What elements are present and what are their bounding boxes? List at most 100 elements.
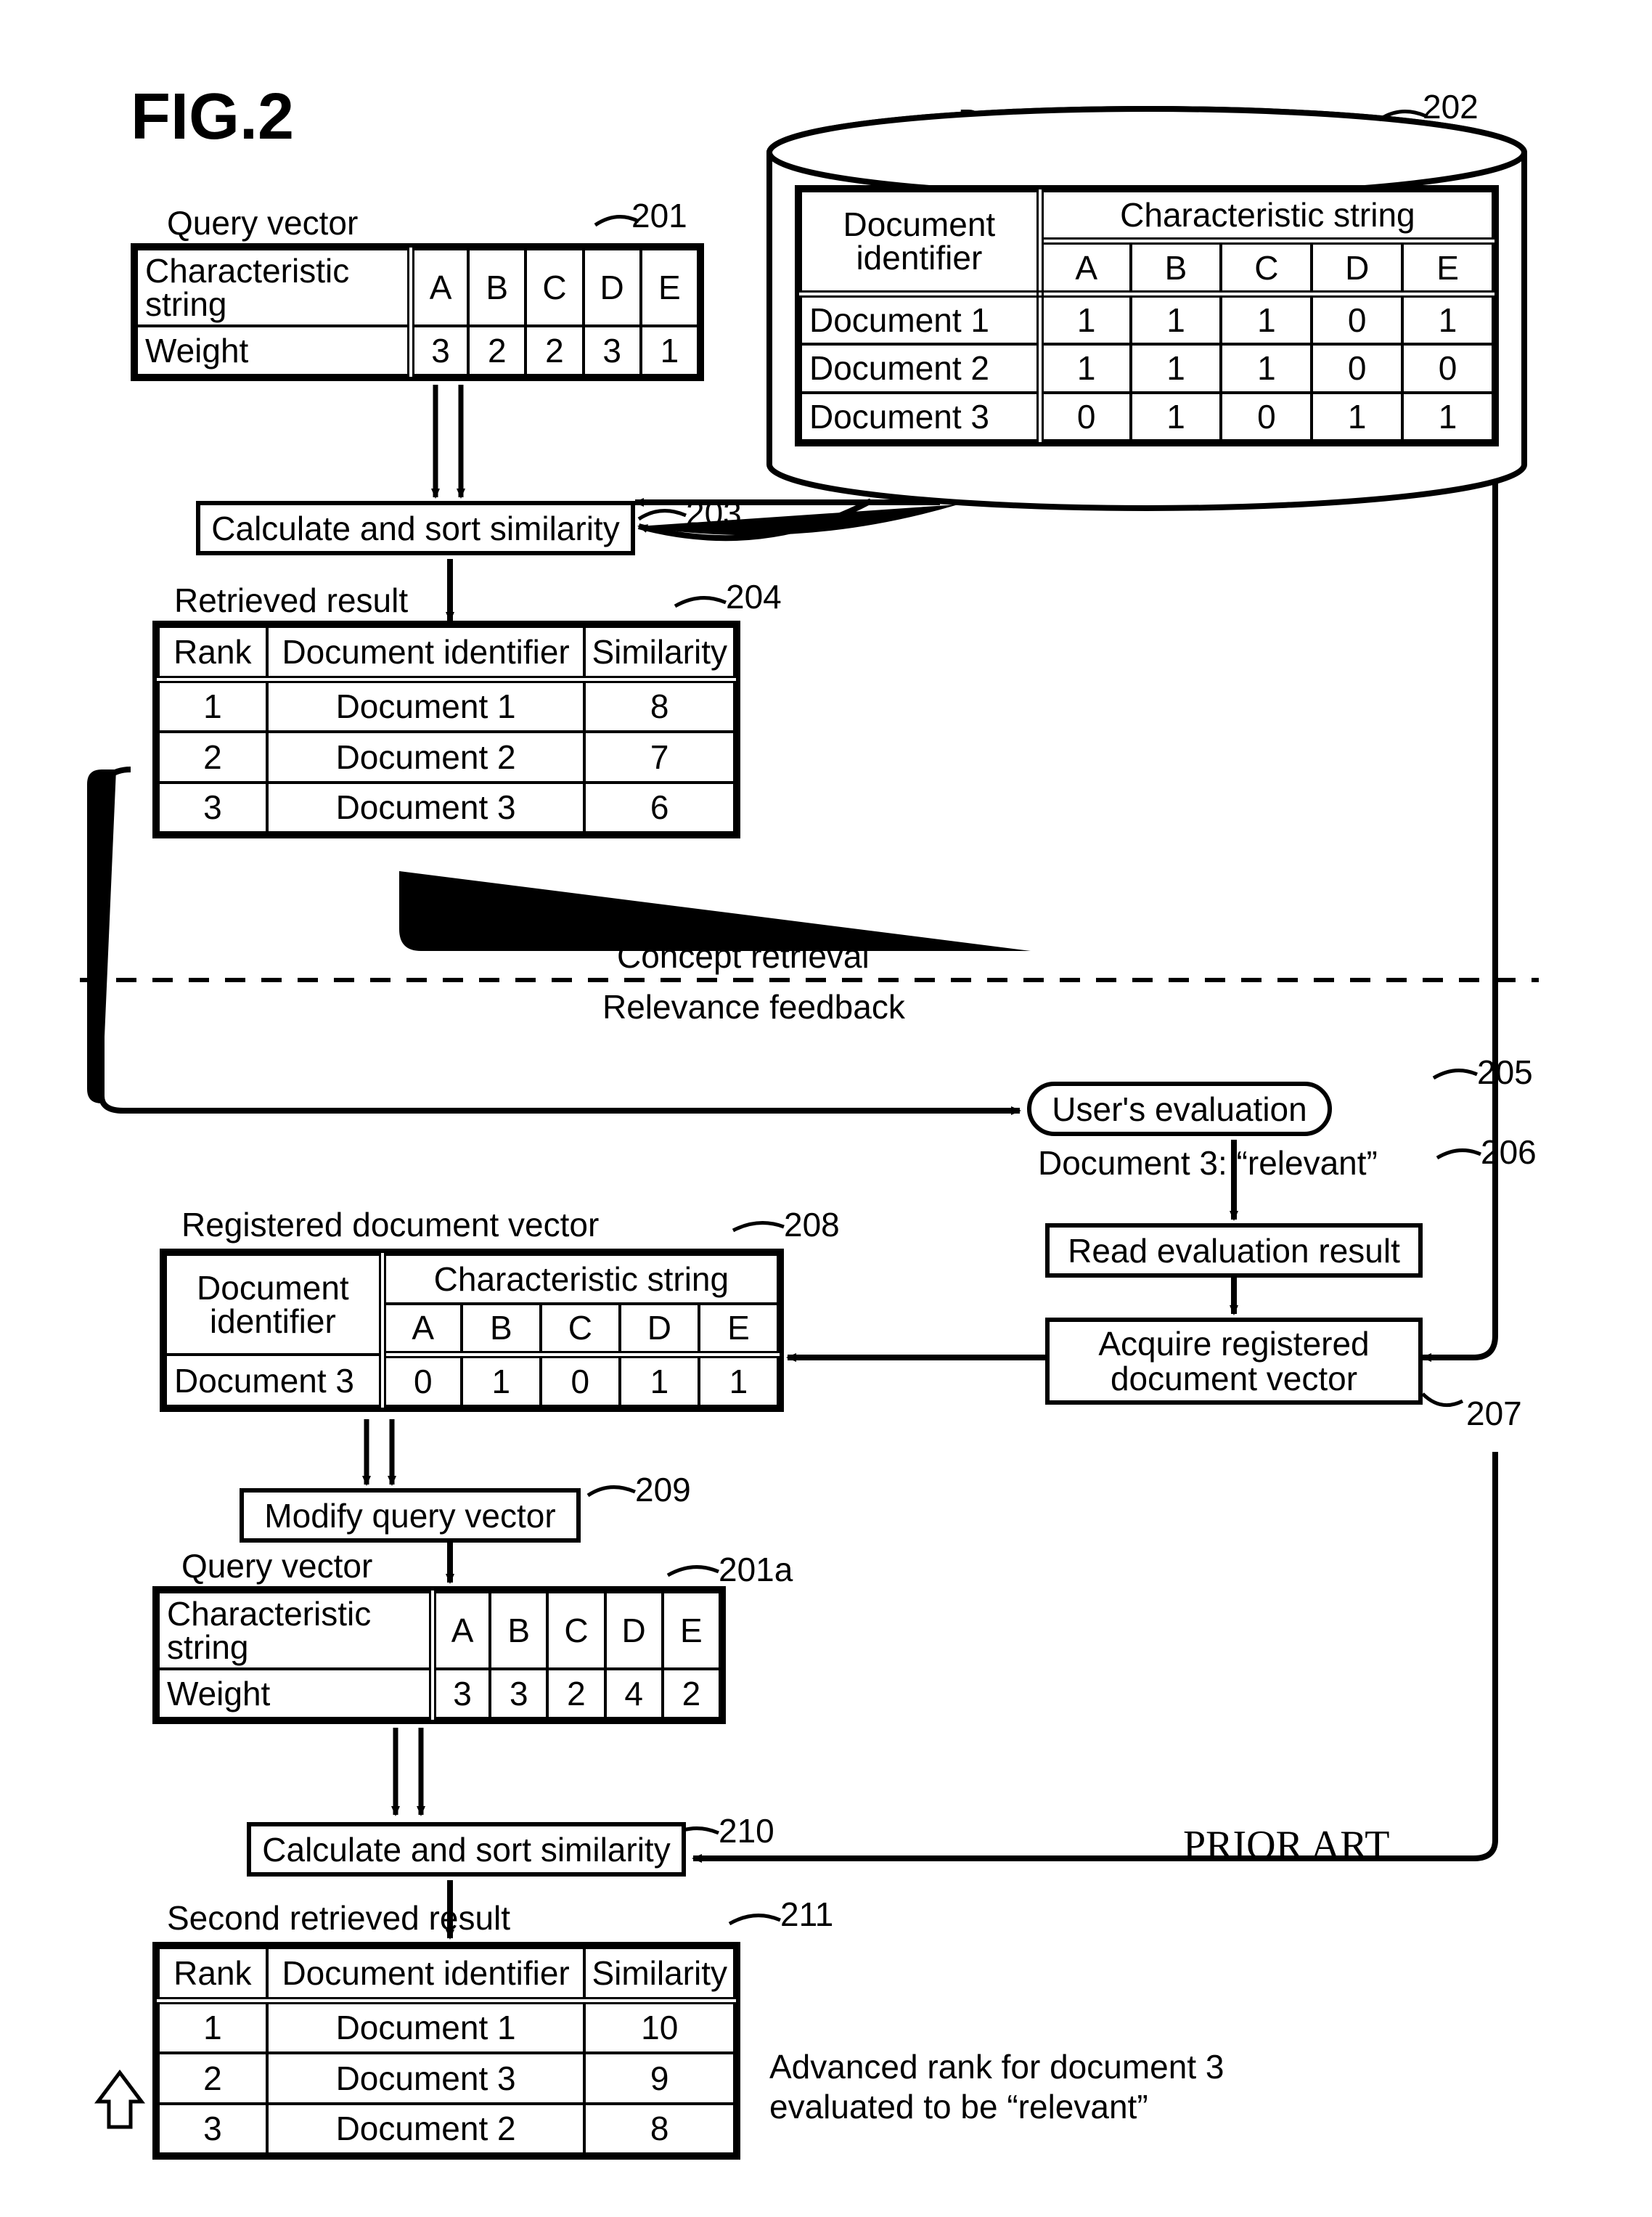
sr-2-0: 2: [158, 2053, 267, 2103]
db-r3-4: 1: [1402, 393, 1493, 441]
ref-210: 210: [719, 1811, 774, 1850]
sr-3-1: Document 2: [267, 2104, 585, 2154]
rdv-col-c: C: [541, 1304, 620, 1355]
qv2-row1-label: Characteristic string: [158, 1592, 433, 1669]
sr-h3: Similarity: [584, 1948, 735, 2001]
query-vector-label: Query vector: [167, 203, 358, 242]
rdv-v3: 1: [620, 1355, 699, 1406]
db-r1-1: 1: [1131, 294, 1222, 344]
rr-2-2: 7: [584, 732, 735, 782]
prior-art-label: PRIOR ART: [1183, 1822, 1389, 1869]
db-r1-2: 1: [1221, 294, 1312, 344]
sr-1-0: 1: [158, 2001, 267, 2054]
db-r1-4: 1: [1402, 294, 1493, 344]
qv1-w-0: 3: [411, 326, 468, 375]
qv1-col-d: D: [584, 249, 641, 326]
rr-3-2: 6: [584, 783, 735, 833]
db-r1-3: 0: [1312, 294, 1402, 344]
qv2-col-e: E: [663, 1592, 720, 1669]
db-r3-0: 0: [1040, 393, 1131, 441]
sr-2-2: 9: [584, 2053, 735, 2103]
read-eval-text: Read evaluation result: [1068, 1231, 1400, 1270]
modify-query-box: Modify query vector: [240, 1488, 581, 1543]
retrieved-result-label: Retrieved result: [174, 581, 408, 620]
qv2-w-3: 4: [605, 1669, 663, 1718]
rr-h3: Similarity: [584, 626, 735, 679]
ref-202: 202: [1423, 87, 1479, 126]
rr-1-1: Document 1: [267, 679, 585, 732]
db-head-right: Characteristic string: [1040, 191, 1493, 241]
calc-sort-1-text: Calculate and sort similarity: [211, 509, 619, 548]
qv1-row2-label: Weight: [136, 326, 411, 375]
sr-3-0: 3: [158, 2104, 267, 2154]
rdv-v0: 0: [383, 1355, 462, 1406]
ref-204: 204: [726, 577, 782, 616]
query-vector-1-table: Characteristic string A B C D E Weight 3…: [131, 243, 704, 381]
db-col-c: C: [1221, 241, 1312, 293]
db-r2-3: 0: [1312, 344, 1402, 392]
db-r2-2: 1: [1221, 344, 1312, 392]
qv2-w-0: 3: [433, 1669, 490, 1718]
db-head-left: Document identifier: [801, 191, 1040, 294]
sr-1-1: Document 1: [267, 2001, 585, 2054]
rdv-col-e: E: [699, 1304, 778, 1355]
ref-207: 207: [1466, 1394, 1522, 1433]
qv2-w-2: 2: [547, 1669, 605, 1718]
ref-208: 208: [784, 1205, 840, 1244]
qv2-w-1: 3: [490, 1669, 547, 1718]
qv2-row2-label: Weight: [158, 1669, 433, 1718]
reg-doc-vector-label: Registered document vector: [181, 1205, 599, 1244]
qv2-col-d: D: [605, 1592, 663, 1669]
retrieved-result-table: Rank Document identifier Similarity 1 Do…: [152, 621, 740, 838]
concept-retrieval-label: Concept retrieval: [617, 936, 870, 976]
second-retrieved-result-table: Rank Document identifier Similarity 1 Do…: [152, 1942, 740, 2160]
rr-3-0: 3: [158, 783, 267, 833]
rdv-v2: 0: [541, 1355, 620, 1406]
qv1-w-4: 1: [641, 326, 698, 375]
db-col-b: B: [1131, 241, 1222, 293]
users-evaluation-box: User's evaluation: [1027, 1082, 1332, 1136]
calc-sort-similarity-1: Calculate and sort similarity: [196, 501, 635, 555]
rdv-head-left: Document identifier: [165, 1254, 383, 1355]
rr-1-0: 1: [158, 679, 267, 732]
rdv-col-a: A: [383, 1304, 462, 1355]
ref-205: 205: [1477, 1053, 1533, 1092]
db-r3-2: 0: [1221, 393, 1312, 441]
rr-2-0: 2: [158, 732, 267, 782]
qv1-col-c: C: [526, 249, 583, 326]
calc-sort-similarity-2: Calculate and sort similarity: [247, 1822, 686, 1877]
rr-2-1: Document 2: [267, 732, 585, 782]
db-col-d: D: [1312, 241, 1402, 293]
ref-209: 209: [635, 1470, 691, 1509]
user-eval-note: Document 3: “relevant”: [1038, 1143, 1378, 1183]
qv2-col-c: C: [547, 1592, 605, 1669]
sr-h2: Document identifier: [267, 1948, 585, 2001]
qv1-col-e: E: [641, 249, 698, 326]
query-vector-2-label: Query vector: [181, 1546, 372, 1585]
ref-206: 206: [1481, 1132, 1537, 1172]
ref-203: 203: [686, 494, 742, 533]
db-r3-id: Document 3: [801, 393, 1040, 441]
db-r1-0: 1: [1040, 294, 1131, 344]
db-col-a: A: [1040, 241, 1131, 293]
qv2-col-a: A: [433, 1592, 490, 1669]
rdv-v1: 1: [462, 1355, 541, 1406]
sr-2-1: Document 3: [267, 2053, 585, 2103]
db-r2-0: 1: [1040, 344, 1131, 392]
ref-211: 211: [780, 1895, 833, 1934]
qv2-col-b: B: [490, 1592, 547, 1669]
qv1-w-1: 2: [468, 326, 526, 375]
rdv-col-b: B: [462, 1304, 541, 1355]
qv1-w-2: 2: [526, 326, 583, 375]
qv2-w-4: 2: [663, 1669, 720, 1718]
acquire-box: Acquire registered document vector: [1045, 1318, 1423, 1405]
sr-1-2: 10: [584, 2001, 735, 2054]
rdv-row-id: Document 3: [165, 1355, 383, 1406]
db-r2-4: 0: [1402, 344, 1493, 392]
advanced-note-1: Advanced rank for document 3: [769, 2047, 1224, 2086]
db-r2-1: 1: [1131, 344, 1222, 392]
ref-201: 201: [631, 196, 687, 235]
db-r2-id: Document 2: [801, 344, 1040, 392]
ref-201a: 201a: [719, 1550, 793, 1589]
rr-h2: Document identifier: [267, 626, 585, 679]
